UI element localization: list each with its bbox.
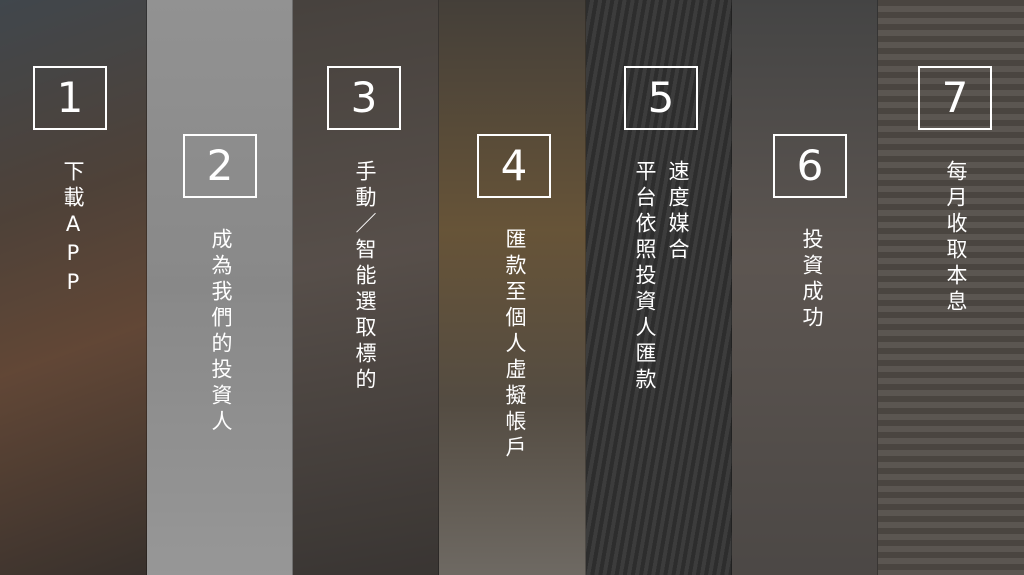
- step-number-box: 4: [477, 134, 551, 198]
- overlay: [732, 0, 878, 575]
- step-number-box: 7: [918, 66, 992, 130]
- step-panel-4: 4 匯款至個人虛擬帳戶: [439, 0, 586, 575]
- step-2-background-photo: [147, 0, 293, 575]
- divider: [146, 0, 147, 575]
- step-text: 手動／智能選取標的: [353, 160, 377, 394]
- step-text: 成為我們的投資人: [209, 228, 233, 436]
- step-text: 每月收取本息: [944, 160, 968, 316]
- step-text: 下載APP: [61, 160, 85, 299]
- step-number-box: 2: [183, 134, 257, 198]
- step-number-box: 5: [624, 66, 698, 130]
- overlay: [293, 0, 439, 575]
- divider: [585, 0, 586, 575]
- divider: [292, 0, 293, 575]
- step-panel-5: 5 速度媒合 平台依照投資人匯款: [586, 0, 732, 575]
- divider: [731, 0, 732, 575]
- step-5-background-photo: [586, 0, 732, 575]
- step-panel-6: 6 投資成功: [732, 0, 878, 575]
- step-panel-3: 3 手動／智能選取標的: [293, 0, 439, 575]
- step-text: 匯款至個人虛擬帳戶: [503, 228, 527, 462]
- step-panel-1: 1 下載APP: [0, 0, 147, 575]
- divider: [877, 0, 878, 575]
- step-number-box: 1: [33, 66, 107, 130]
- divider: [438, 0, 439, 575]
- overlay: [0, 0, 147, 575]
- overlay: [878, 0, 1024, 575]
- overlay: [586, 0, 732, 575]
- step-text-line-2: 平台依照投資人匯款: [633, 160, 657, 394]
- step-number-box: 3: [327, 66, 401, 130]
- step-panel-7: 7 每月收取本息: [878, 0, 1024, 575]
- step-panel-2: 2 成為我們的投資人: [147, 0, 293, 575]
- overlay: [439, 0, 586, 575]
- step-text-line-1: 速度媒合: [666, 160, 690, 264]
- step-text: 投資成功: [800, 228, 824, 332]
- step-number-box: 6: [773, 134, 847, 198]
- step-7-background-photo: [878, 0, 1024, 575]
- overlay: [147, 0, 293, 575]
